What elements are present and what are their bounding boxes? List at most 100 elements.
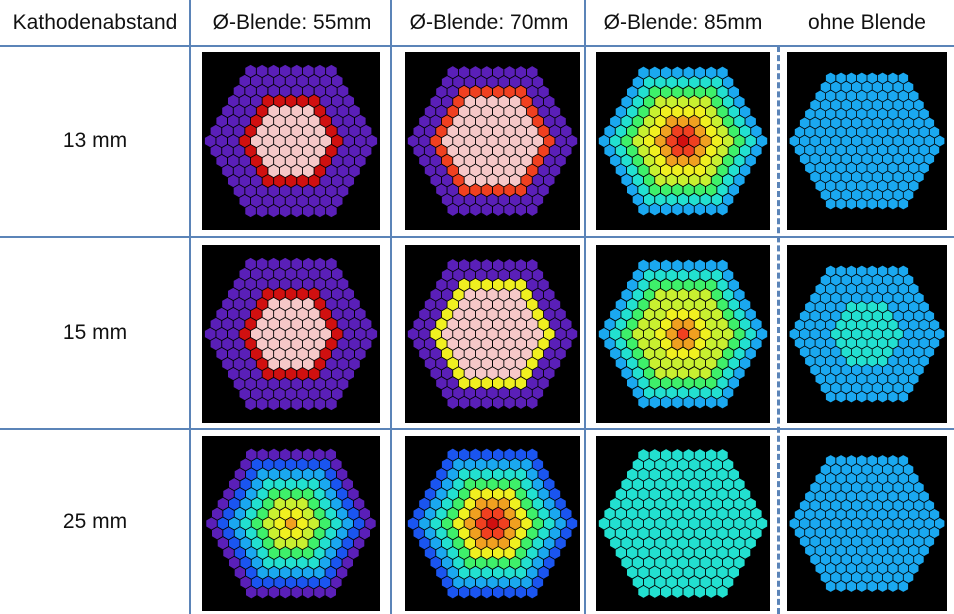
hex-pixel (825, 180, 836, 192)
hex-pixel (728, 488, 739, 501)
hex-pixel (672, 259, 683, 272)
hex-pixel (326, 64, 337, 78)
hex-pixel (632, 95, 643, 108)
hex-pixel (711, 308, 723, 321)
hex-pixel (723, 95, 734, 108)
hex-pixel (643, 537, 655, 549)
hex-pixel (615, 164, 627, 177)
hex-pixel (756, 517, 768, 530)
hex-pixel (349, 317, 360, 331)
hex-pixel (233, 357, 245, 371)
hex-pixel (877, 391, 888, 403)
hex-pixel (303, 397, 314, 411)
hex-pixel (229, 478, 240, 491)
hex-pixel (228, 114, 239, 128)
hex-pixel (862, 81, 872, 93)
hex-pixel (825, 126, 836, 138)
hex-pixel (621, 478, 632, 491)
hex-pixel (441, 308, 453, 321)
hex-pixel (851, 99, 862, 111)
hex-pixel (723, 458, 734, 471)
hex-pixel (694, 546, 706, 559)
hex-pixel (349, 144, 360, 158)
hex-pixel (831, 500, 841, 511)
hex-pixel (436, 184, 447, 197)
hex-pixel (683, 449, 694, 462)
hex-pixel (240, 556, 251, 569)
hex-pixel (342, 537, 353, 550)
hex-pixel (274, 367, 285, 381)
hex-pixel (331, 458, 342, 471)
hex-pixel (464, 154, 475, 167)
hex-pixel (285, 537, 297, 550)
hex-pixel (836, 391, 846, 403)
hex-pixel (285, 347, 297, 361)
hex-pixel (638, 449, 649, 462)
hex-pixel (883, 117, 893, 129)
hex-pixel (877, 455, 888, 467)
hex-pixel (555, 497, 566, 510)
hex-pixel (689, 498, 700, 510)
hex-pixel (888, 301, 898, 313)
hex-pixel (464, 269, 475, 281)
hex-pixel (734, 135, 745, 147)
hex-pixel (458, 184, 470, 197)
hex-pixel (836, 337, 846, 349)
hex-pixel (841, 553, 851, 565)
hex-pixel (862, 500, 872, 511)
hex-pixel (319, 537, 331, 550)
hex-pixel (846, 391, 857, 403)
hex-pixel (481, 547, 492, 559)
hex-pixel (694, 66, 706, 79)
hex-pixel (223, 507, 234, 520)
hex-pixel (475, 115, 487, 128)
hex-pixel (745, 154, 756, 167)
hex-pixel (515, 448, 527, 461)
hex-pixel (279, 317, 291, 331)
hex-pixel (527, 586, 538, 599)
hex-pixel (493, 566, 504, 579)
hex-pixel (430, 478, 441, 491)
hex-pixel (470, 164, 481, 177)
hex-pixel (487, 174, 498, 187)
hex-pixel (441, 115, 453, 128)
hex-pixel (706, 164, 717, 177)
hex-pixel (257, 448, 268, 461)
hex-pixel (810, 171, 820, 183)
hex-pixel (291, 84, 303, 98)
hex-pixel (544, 367, 555, 380)
hex-pixel (297, 194, 308, 208)
hex-pixel (263, 517, 274, 530)
hex-pixel (836, 455, 846, 467)
hex-pixel (914, 346, 924, 358)
hex-pixel (883, 310, 893, 322)
hex-pixel (643, 269, 655, 282)
hex-pixel (745, 328, 756, 340)
hex-pixel (857, 391, 867, 403)
hex-pixel (694, 259, 706, 272)
hex-pixel (447, 105, 458, 118)
hex-pixel (638, 164, 649, 177)
hex-pixel (805, 355, 815, 367)
hex-pixel (291, 397, 303, 411)
hex-pixel (487, 154, 498, 167)
hex-pixel (638, 105, 649, 118)
hex-pixel (621, 556, 632, 569)
hex-pixel (689, 328, 700, 340)
hex-pixel (262, 347, 274, 361)
hex-pixel (706, 259, 717, 272)
hex-pixel (627, 357, 638, 370)
hex-pixel (532, 194, 544, 206)
hex-pixel (820, 81, 831, 93)
hex-pixel (615, 144, 627, 157)
hex-pixel (291, 124, 303, 138)
hex-pixel (566, 135, 578, 147)
hex-pixel (723, 517, 734, 530)
hex-pixel (555, 115, 566, 128)
hex-pixel (297, 114, 308, 128)
hex-pixel (481, 527, 492, 540)
hex-pixel (256, 164, 268, 178)
hex-pixel (655, 288, 666, 301)
hex-pixel (268, 377, 279, 391)
hex-pixel (836, 527, 846, 538)
